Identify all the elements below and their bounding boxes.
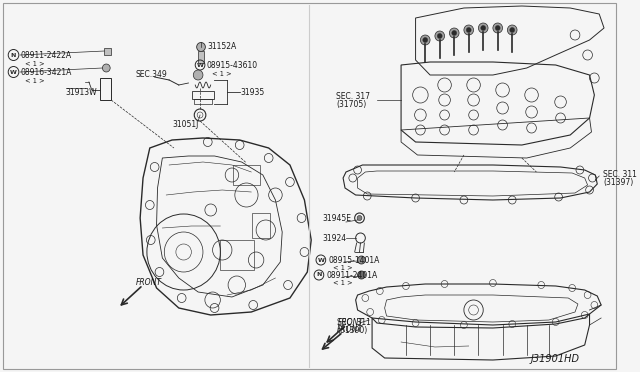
Text: 31913W: 31913W <box>66 88 97 97</box>
Text: < 1 >: < 1 > <box>25 61 45 67</box>
Text: < 1 >: < 1 > <box>333 265 353 271</box>
Text: (31705): (31705) <box>337 100 367 109</box>
Circle shape <box>358 256 365 264</box>
Text: 08915-1401A: 08915-1401A <box>328 256 380 265</box>
Text: < 1 >: < 1 > <box>333 280 353 286</box>
Circle shape <box>467 28 471 32</box>
Text: W: W <box>196 62 204 67</box>
Text: 08916-3421A: 08916-3421A <box>20 68 72 77</box>
Bar <box>198 51 204 63</box>
Circle shape <box>357 215 362 221</box>
Text: 31152A: 31152A <box>208 42 237 51</box>
Bar <box>104 48 111 55</box>
Text: 08915-43610: 08915-43610 <box>207 61 258 70</box>
Circle shape <box>358 271 365 279</box>
Text: 31935: 31935 <box>241 88 265 97</box>
Circle shape <box>449 28 459 38</box>
Circle shape <box>508 25 517 35</box>
Text: 31051J: 31051J <box>172 120 198 129</box>
Bar <box>195 99 212 104</box>
Text: J31901HD: J31901HD <box>531 354 580 364</box>
Circle shape <box>464 25 474 35</box>
Text: (31390): (31390) <box>337 326 367 335</box>
Circle shape <box>423 38 428 42</box>
Circle shape <box>196 42 205 51</box>
Circle shape <box>478 23 488 33</box>
Bar <box>220 240 254 270</box>
Circle shape <box>193 70 203 80</box>
Circle shape <box>495 26 500 31</box>
Text: FRONT: FRONT <box>339 318 364 327</box>
Text: SEC. 317: SEC. 317 <box>337 92 371 101</box>
Text: N: N <box>316 273 322 278</box>
Circle shape <box>420 35 430 45</box>
Text: SEC. 311: SEC. 311 <box>337 318 371 327</box>
Circle shape <box>452 31 457 35</box>
Circle shape <box>435 31 445 41</box>
Bar <box>233 165 260 185</box>
Text: W: W <box>10 70 17 74</box>
Circle shape <box>493 23 502 33</box>
Text: SEC.349: SEC.349 <box>135 70 167 79</box>
Text: N: N <box>11 52 16 58</box>
Circle shape <box>437 33 442 38</box>
Text: SEC. 311: SEC. 311 <box>603 170 637 179</box>
Circle shape <box>510 28 515 32</box>
Text: 08911-2422A: 08911-2422A <box>20 51 72 60</box>
Text: W: W <box>317 257 324 263</box>
Bar <box>252 213 269 238</box>
Text: (31397): (31397) <box>603 178 634 187</box>
Text: 08911-2401A: 08911-2401A <box>326 271 378 280</box>
Text: 31945E: 31945E <box>323 214 352 223</box>
Bar <box>193 91 214 99</box>
Circle shape <box>481 26 486 31</box>
Text: FRONT: FRONT <box>135 278 161 287</box>
Text: 31924: 31924 <box>323 234 347 243</box>
Text: < 1 >: < 1 > <box>25 78 45 84</box>
Text: < 1 >: < 1 > <box>212 71 231 77</box>
Text: FRONT: FRONT <box>337 325 362 334</box>
Circle shape <box>102 64 110 72</box>
